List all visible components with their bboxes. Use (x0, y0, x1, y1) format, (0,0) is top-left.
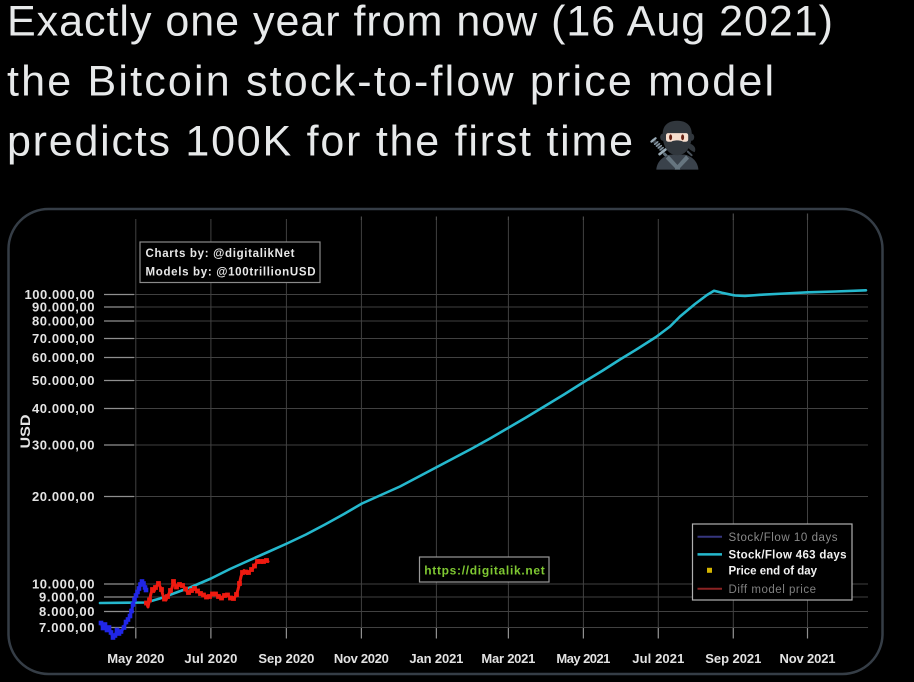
svg-text:60.000,00: 60.000,00 (32, 350, 95, 365)
svg-text:8.000,00: 8.000,00 (39, 604, 95, 619)
svg-text:Jul 2020: Jul 2020 (184, 651, 237, 666)
svg-text:Stock/Flow 10 days: Stock/Flow 10 days (729, 532, 838, 544)
svg-text:50.000,00: 50.000,00 (32, 373, 95, 388)
svg-text:10.000,00: 10.000,00 (32, 577, 95, 592)
svg-text:May 2020: May 2020 (107, 651, 164, 666)
svg-text:Sep 2020: Sep 2020 (258, 651, 314, 666)
svg-text:USD: USD (17, 415, 33, 449)
svg-text:Nov 2021: Nov 2021 (780, 651, 836, 666)
svg-text:70.000,00: 70.000,00 (32, 331, 95, 346)
svg-text:40.000,00: 40.000,00 (32, 401, 95, 416)
svg-text:Nov 2020: Nov 2020 (334, 651, 389, 666)
svg-text:Exactly one year from now (16: Exactly one year from now (16 Aug 2021) (7, 0, 833, 46)
svg-text:Diff model price: Diff model price (729, 584, 817, 596)
svg-text:20.000,00: 20.000,00 (32, 489, 95, 504)
svg-text:May 2021: May 2021 (556, 651, 610, 666)
svg-text:https://digitalik.net: https://digitalik.net (424, 564, 545, 578)
svg-text:Mar 2021: Mar 2021 (481, 651, 535, 666)
svg-text:Stock/Flow 463 days: Stock/Flow 463 days (729, 549, 847, 561)
svg-text:Jul 2021: Jul 2021 (632, 651, 684, 666)
svg-text:Models by: @100trillionUSD: Models by: @100trillionUSD (146, 267, 316, 279)
svg-text:100.000,00: 100.000,00 (25, 287, 95, 302)
svg-text:Price end of day: Price end of day (729, 565, 818, 577)
svg-text:Charts by: @digitalikNet: Charts by: @digitalikNet (146, 248, 295, 260)
svg-text:30.000,00: 30.000,00 (32, 438, 95, 453)
svg-text:predicts 100K for the first ti: predicts 100K for the first time (7, 118, 633, 166)
svg-text:9.000,00: 9.000,00 (39, 590, 95, 605)
svg-text:Sep 2021: Sep 2021 (705, 651, 761, 666)
svg-text:90.000,00: 90.000,00 (32, 300, 95, 315)
svg-text:the Bitcoin stock-to-flow pric: the Bitcoin stock-to-flow price model (7, 58, 774, 106)
svg-text:Jan 2021: Jan 2021 (409, 651, 463, 666)
svg-text:80.000,00: 80.000,00 (32, 314, 95, 329)
svg-text:7.000,00: 7.000,00 (39, 620, 95, 635)
